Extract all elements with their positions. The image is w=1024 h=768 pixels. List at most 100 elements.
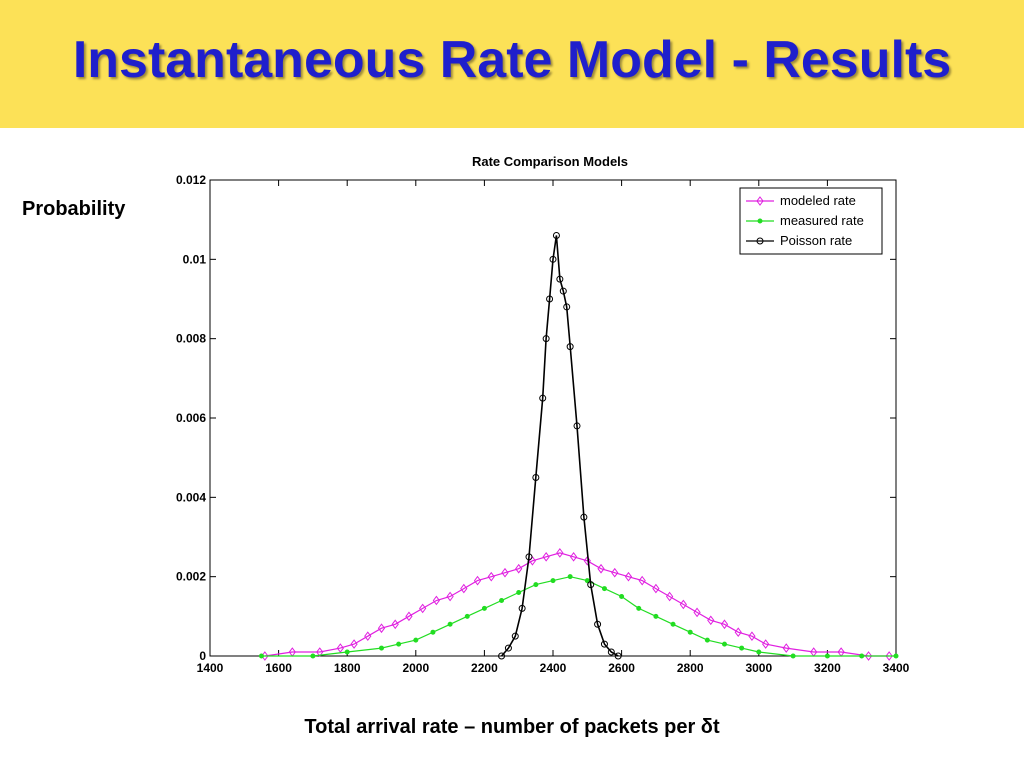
y-tick-label: 0.01 bbox=[183, 252, 207, 266]
legend-marker bbox=[756, 237, 764, 245]
data-point bbox=[720, 619, 729, 630]
data-point bbox=[679, 599, 687, 610]
data-point bbox=[885, 651, 893, 661]
data-point bbox=[559, 287, 567, 295]
data-point bbox=[782, 643, 790, 653]
data-point bbox=[619, 594, 625, 599]
data-point bbox=[594, 620, 602, 628]
x-bottom-label: Total arrival rate – number of packets p… bbox=[304, 716, 720, 738]
data-point bbox=[687, 629, 693, 635]
data-point bbox=[704, 637, 710, 643]
data-point bbox=[516, 590, 522, 596]
data-point bbox=[580, 513, 588, 521]
data-point bbox=[556, 548, 564, 558]
data-point bbox=[552, 232, 560, 240]
data-point bbox=[584, 578, 590, 584]
y-tick-label: 0 bbox=[199, 649, 206, 663]
data-point bbox=[533, 582, 539, 588]
x-tick-label: 3200 bbox=[814, 661, 841, 675]
data-point bbox=[405, 611, 413, 622]
data-point bbox=[653, 613, 659, 619]
legend: modeled rate measured rate Poisson rate bbox=[739, 187, 883, 255]
data-point bbox=[316, 647, 324, 657]
data-point bbox=[762, 639, 770, 649]
data-point bbox=[447, 621, 453, 627]
data-point bbox=[419, 603, 427, 614]
x-tick-label: 3400 bbox=[883, 661, 910, 675]
data-point bbox=[670, 621, 676, 627]
y-tick-label: 0.006 bbox=[176, 411, 206, 425]
x-tick-label: 1800 bbox=[334, 661, 361, 675]
data-point bbox=[350, 639, 358, 649]
data-point bbox=[487, 571, 495, 582]
x-tick-label: 2800 bbox=[677, 661, 704, 675]
data-point bbox=[748, 631, 756, 642]
data-point bbox=[473, 575, 482, 586]
data-point bbox=[460, 583, 468, 594]
data-point bbox=[636, 605, 642, 611]
y-tick-label: 0.004 bbox=[176, 490, 206, 504]
data-point bbox=[542, 335, 550, 343]
data-point bbox=[511, 632, 519, 640]
data-point bbox=[430, 629, 436, 635]
series-measured-rate bbox=[258, 574, 899, 659]
data-point bbox=[597, 563, 605, 574]
data-point bbox=[515, 563, 523, 574]
data-point bbox=[481, 605, 487, 611]
data-point bbox=[546, 295, 554, 303]
data-point bbox=[600, 640, 608, 648]
data-point bbox=[258, 653, 264, 659]
data-point bbox=[525, 553, 533, 561]
data-point bbox=[344, 649, 350, 655]
series-line bbox=[264, 552, 890, 657]
data-point bbox=[824, 653, 830, 659]
data-point bbox=[379, 645, 384, 651]
x-tick-label: 1600 bbox=[265, 661, 292, 675]
legend-entry: measured rate bbox=[780, 213, 864, 228]
data-point bbox=[665, 591, 674, 602]
data-point bbox=[432, 595, 441, 606]
data-point bbox=[638, 575, 646, 586]
title-banner bbox=[0, 0, 1024, 128]
data-point bbox=[504, 644, 512, 652]
y-tick-label: 0.002 bbox=[176, 570, 206, 584]
data-point bbox=[364, 631, 372, 642]
data-point bbox=[707, 615, 715, 626]
data-point bbox=[446, 591, 454, 602]
data-point bbox=[739, 645, 745, 651]
x-tick-label: 2400 bbox=[540, 661, 567, 675]
series-line bbox=[261, 576, 896, 657]
data-point bbox=[693, 607, 701, 618]
data-point bbox=[722, 641, 727, 647]
data-point bbox=[583, 555, 591, 566]
data-point bbox=[587, 581, 595, 589]
series-line bbox=[500, 235, 619, 657]
data-point bbox=[550, 578, 556, 584]
y-tick-label: 0.012 bbox=[176, 173, 206, 187]
data-point bbox=[573, 422, 581, 430]
data-point bbox=[501, 567, 509, 578]
data-point bbox=[549, 255, 557, 263]
data-point bbox=[607, 648, 615, 656]
data-point bbox=[518, 604, 526, 612]
legend-entry: modeled rate bbox=[780, 193, 856, 208]
data-point bbox=[734, 627, 742, 638]
data-point bbox=[499, 597, 505, 603]
data-point bbox=[464, 613, 470, 619]
data-point bbox=[864, 651, 873, 661]
data-point bbox=[893, 653, 899, 659]
data-point bbox=[566, 343, 574, 351]
data-point bbox=[396, 641, 402, 647]
series-Poisson-rate bbox=[498, 232, 622, 660]
x-tick-label: 3000 bbox=[745, 661, 772, 675]
x-tick-label: 2200 bbox=[471, 661, 498, 675]
x-tick-label: 2600 bbox=[608, 661, 635, 675]
data-point bbox=[611, 567, 619, 578]
data-point bbox=[413, 637, 419, 643]
data-point bbox=[601, 586, 607, 592]
y-side-label: Probability bbox=[22, 198, 126, 220]
data-point bbox=[539, 394, 547, 402]
data-point bbox=[756, 649, 762, 655]
legend-marker bbox=[757, 218, 763, 224]
